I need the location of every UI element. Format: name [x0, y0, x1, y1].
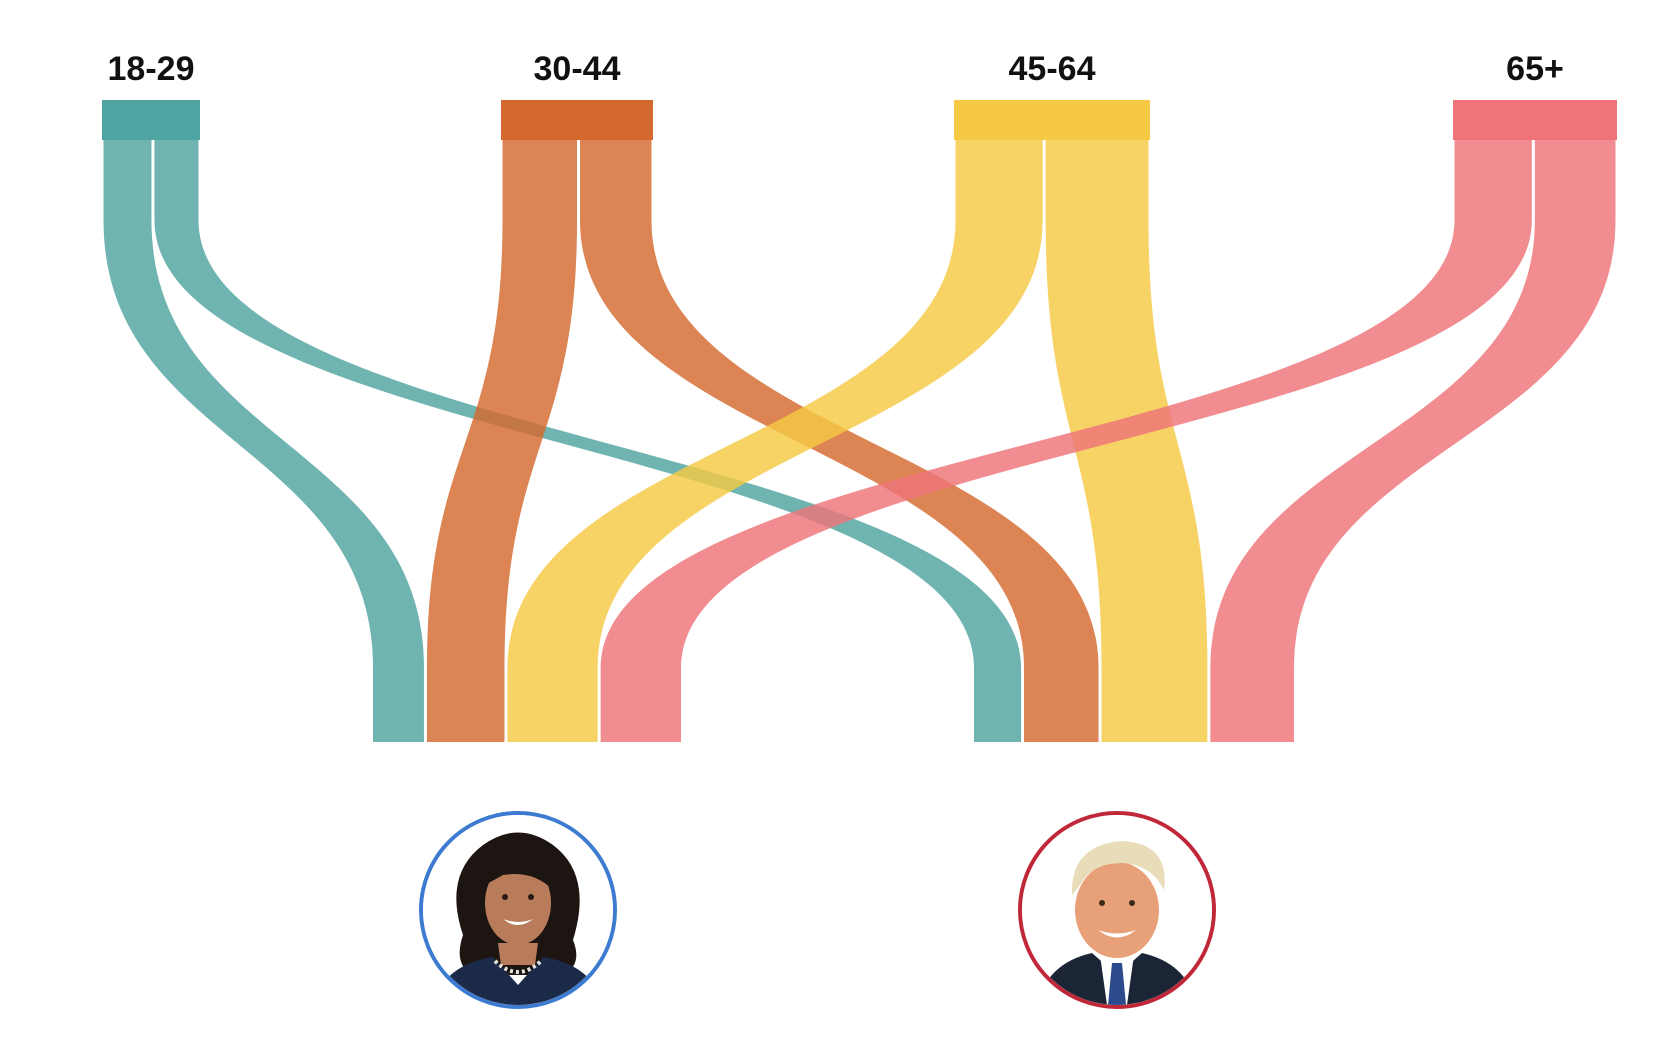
flow-65+-to-right — [1210, 140, 1616, 742]
group-bar-65+ — [1453, 100, 1617, 140]
flow-45-64-to-left — [507, 140, 1043, 742]
group-label-45-64: 45-64 — [1009, 50, 1096, 88]
group-bar-30-44 — [501, 100, 653, 140]
group-label-18-29: 18-29 — [108, 50, 195, 88]
candidate-portrait-right — [1018, 811, 1216, 1009]
flow-65+-to-left — [600, 140, 1532, 742]
woman-portrait-icon — [423, 815, 613, 1005]
group-label-65+: 65+ — [1506, 50, 1564, 88]
group-bar-45-64 — [954, 100, 1150, 140]
flow-30-44-to-left — [426, 140, 578, 742]
flow-30-44-to-right — [580, 140, 1099, 742]
group-bar-layer — [102, 100, 1617, 140]
man-portrait-icon — [1022, 815, 1212, 1005]
flow-45-64-to-right — [1045, 140, 1208, 742]
flow-layer — [103, 140, 1616, 742]
flow-18-29-to-right — [154, 140, 1022, 742]
flow-18-29-to-left — [103, 140, 424, 742]
group-label-30-44: 30-44 — [534, 50, 621, 88]
candidate-portrait-left — [419, 811, 617, 1009]
group-label-layer: 18-29 30-44 45-64 65+ — [108, 50, 1564, 88]
group-bar-18-29 — [102, 100, 200, 140]
